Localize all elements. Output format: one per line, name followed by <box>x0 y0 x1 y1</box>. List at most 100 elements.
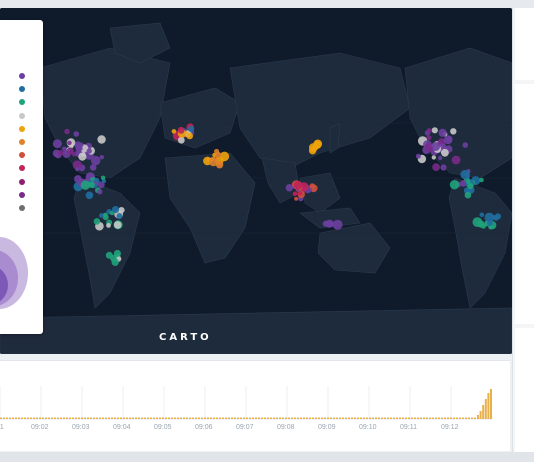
earthquake-point <box>57 150 64 156</box>
earthquake-point <box>440 164 447 171</box>
timeline-bar <box>30 417 32 419</box>
timeline-tick-label: 09:12 <box>441 424 459 431</box>
timeline-bar <box>90 417 92 419</box>
earthquake-point <box>188 125 195 132</box>
timeline-bar <box>357 417 359 419</box>
earthquake-point <box>75 143 82 150</box>
timeline-bar <box>192 417 194 419</box>
timeline-bar <box>135 417 137 419</box>
earthquake-point <box>111 258 119 266</box>
right-side-panel <box>512 8 534 454</box>
earthquake-points <box>52 123 502 266</box>
earthquake-point <box>215 151 222 159</box>
timeline-bar <box>372 417 374 419</box>
timeline-bar <box>219 417 221 419</box>
earthquake-point <box>438 155 443 161</box>
timeline-bar <box>399 417 401 419</box>
timeline-widget[interactable]: 01 09:02 09:03 09:04 09:05 09:06 09:07 09:08 09:… <box>0 360 510 451</box>
timeline-bar <box>0 417 2 419</box>
earthquake-point <box>466 179 471 184</box>
timeline-tick-label: 09:08 <box>277 424 295 431</box>
timeline-bar <box>342 417 344 419</box>
timeline-bar <box>477 415 479 419</box>
earthquake-point <box>426 128 432 134</box>
timeline-bar <box>321 417 323 419</box>
timeline-bar <box>114 417 116 419</box>
timeline-bar <box>324 417 326 419</box>
legend-color-dot <box>19 152 25 159</box>
carto-logo[interactable]: CARTO <box>159 328 212 346</box>
timeline-bar <box>72 417 74 419</box>
timeline-bar <box>354 417 356 419</box>
map-view[interactable]: CARTO <box>0 8 512 354</box>
timeline-bar <box>490 389 492 419</box>
timeline-bar <box>99 417 101 419</box>
earthquake-point <box>111 206 120 214</box>
timeline-bar <box>42 417 44 419</box>
world-map[interactable] <box>0 8 512 354</box>
earthquake-point <box>479 177 484 183</box>
earthquake-point <box>449 180 460 190</box>
top-strip <box>0 0 534 8</box>
timeline-bar <box>381 417 383 419</box>
legend-color-dot <box>19 178 25 185</box>
bottom-strip <box>0 452 534 462</box>
timeline-gridlines <box>0 386 452 419</box>
timeline-bar <box>240 417 242 419</box>
earthquake-point <box>487 220 493 226</box>
timeline-bar <box>294 417 296 419</box>
timeline-bar <box>426 417 428 419</box>
earthquake-point <box>329 221 334 226</box>
timeline-bar <box>255 417 257 419</box>
timeline-bar <box>345 417 347 419</box>
timeline-bar <box>63 417 65 419</box>
earthquake-point <box>313 140 322 149</box>
earthquake-point <box>215 161 224 169</box>
timeline-bar <box>249 417 251 419</box>
timeline-bar <box>60 417 62 419</box>
timeline-bar <box>153 417 155 419</box>
timeline-bar <box>198 417 200 419</box>
timeline-bar <box>417 417 419 419</box>
earthquake-point <box>62 146 67 152</box>
earthquake-point <box>426 135 432 141</box>
timeline-tick-label: 09:02 <box>31 424 49 431</box>
earthquake-point <box>75 167 80 172</box>
timeline-bar <box>57 417 59 419</box>
timeline-bar <box>297 417 299 419</box>
side-card-middle <box>515 84 534 324</box>
histogram[interactable] <box>0 361 510 451</box>
legend-panel <box>0 20 43 334</box>
timeline-bar <box>453 417 455 419</box>
timeline-bar <box>222 417 224 419</box>
timeline-bar <box>96 417 98 419</box>
earthquake-point <box>88 181 95 188</box>
earthquake-point <box>72 160 82 170</box>
timeline-bar <box>126 417 128 419</box>
timeline-bar <box>216 417 218 419</box>
earthquake-point <box>219 151 230 162</box>
timeline-bar <box>225 417 227 419</box>
timeline-bar <box>276 417 278 419</box>
legend-size-bubble-small <box>0 265 8 305</box>
earthquake-point <box>85 191 94 200</box>
earthquake-point <box>103 212 108 218</box>
timeline-bar <box>414 417 416 419</box>
timeline-bar <box>132 417 134 419</box>
timeline-bar <box>408 417 410 419</box>
timeline-bar <box>180 417 182 419</box>
timeline-bar <box>291 417 293 419</box>
timeline-bar <box>237 417 239 419</box>
timeline-bar <box>120 417 122 419</box>
timeline-bar <box>387 417 389 419</box>
legend-color-dot <box>19 139 25 145</box>
timeline-bar <box>48 417 50 419</box>
earthquake-point <box>74 175 82 183</box>
timeline-bar <box>252 417 254 419</box>
earthquake-point <box>332 219 343 230</box>
earthquake-point <box>81 152 86 157</box>
earthquake-point <box>97 135 106 144</box>
earthquake-point <box>86 148 92 154</box>
timeline-bar <box>168 417 170 419</box>
timeline-bar <box>84 417 86 419</box>
